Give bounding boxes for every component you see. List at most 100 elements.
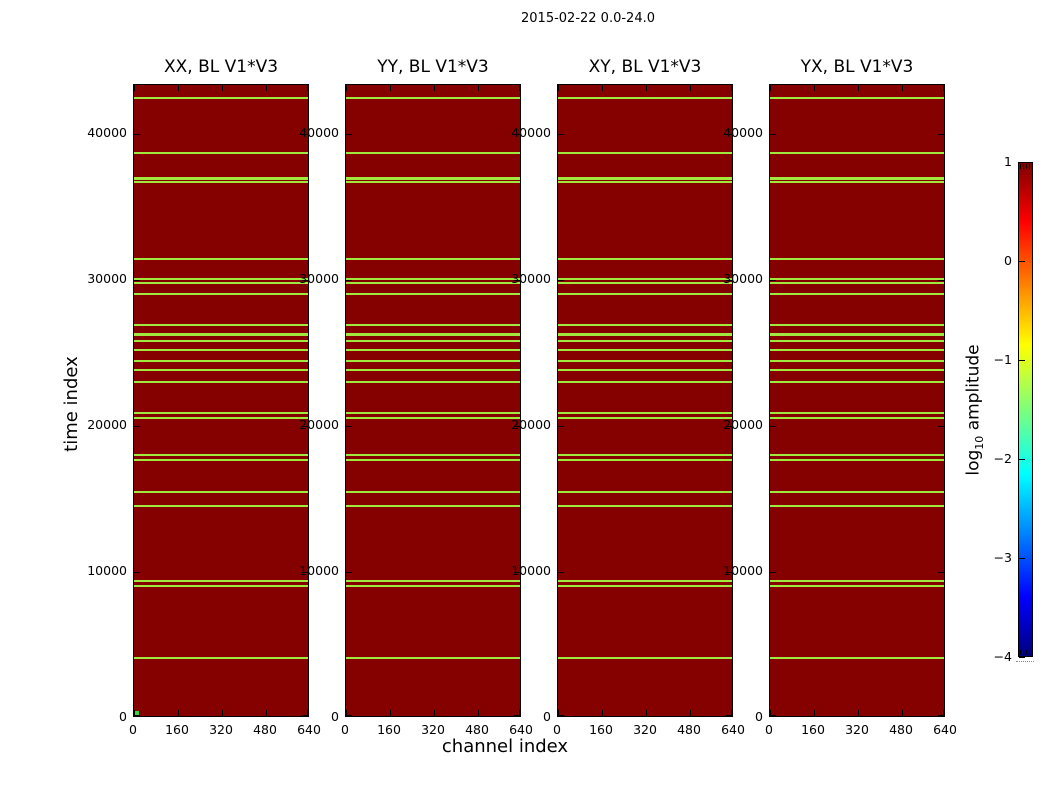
rfi-stripe	[346, 333, 520, 336]
x-tick-mark	[690, 710, 691, 716]
rfi-stripe	[558, 360, 732, 362]
x-tick-mark	[646, 85, 647, 91]
x-tick-label: 640	[933, 722, 957, 737]
colorbar-tick-mark	[1019, 162, 1025, 163]
rfi-stripe	[134, 340, 308, 342]
x-tick-mark	[346, 710, 347, 716]
y-tick-mark	[558, 572, 564, 573]
rfi-stripe	[346, 412, 520, 414]
rfi-stripe	[558, 324, 732, 326]
x-tick-mark	[690, 85, 691, 91]
y-tick-mark	[938, 715, 944, 716]
rfi-stripe	[770, 580, 944, 582]
y-tick-mark	[726, 280, 732, 281]
colorbar-tick-mark	[1019, 261, 1025, 262]
y-tick-mark	[938, 134, 944, 135]
colorbar-tick-label: −1	[993, 352, 1012, 367]
rfi-stripe	[134, 459, 308, 461]
y-tick-label: 10000	[87, 563, 127, 578]
x-axis-label: channel index	[441, 736, 569, 757]
y-tick-label: 30000	[723, 271, 763, 286]
y-tick-mark	[346, 715, 352, 716]
y-tick-label: 10000	[723, 563, 763, 578]
rfi-stripe	[558, 381, 732, 383]
y-tick-label: 20000	[299, 417, 339, 432]
x-tick-mark	[646, 710, 647, 716]
rfi-stripe	[770, 333, 944, 336]
rfi-stripe	[558, 97, 732, 99]
y-tick-mark	[514, 280, 520, 281]
rfi-stripe	[346, 580, 520, 582]
rfi-stripe	[770, 282, 944, 284]
colorbar-axis-label-subscript: 10	[972, 435, 986, 450]
y-tick-mark	[938, 426, 944, 427]
rfi-stripe	[134, 360, 308, 362]
x-tick-label: 160	[589, 722, 613, 737]
rfi-stripe	[770, 177, 944, 180]
colorbar-tick-mark	[1019, 558, 1025, 559]
rfi-stripe	[558, 585, 732, 587]
rfi-stripe	[770, 181, 944, 183]
rfi-stripe	[346, 657, 520, 659]
x-tick-mark	[266, 710, 267, 716]
rfi-stripe	[346, 491, 520, 493]
rfi-stripe	[770, 505, 944, 507]
y-tick-mark	[558, 134, 564, 135]
x-tick-mark	[943, 85, 944, 91]
rfi-stripe	[558, 505, 732, 507]
corner-marker	[135, 711, 139, 715]
rfi-stripe	[770, 459, 944, 461]
x-tick-mark	[602, 710, 603, 716]
x-tick-mark	[178, 710, 179, 716]
rfi-stripe	[346, 97, 520, 99]
y-tick-mark	[302, 426, 308, 427]
y-tick-mark	[302, 280, 308, 281]
y-tick-mark	[514, 134, 520, 135]
x-tick-label: 320	[421, 722, 445, 737]
y-tick-mark	[726, 715, 732, 716]
heatmap-panel-yx	[769, 84, 945, 717]
y-tick-label: 10000	[511, 563, 551, 578]
y-tick-mark	[346, 134, 352, 135]
colorbar	[1018, 162, 1033, 657]
x-tick-mark	[519, 85, 520, 91]
x-tick-mark	[222, 710, 223, 716]
panel-title-xx: XX, BL V1*V3	[163, 57, 279, 77]
rfi-stripe	[134, 412, 308, 414]
x-tick-mark	[307, 85, 308, 91]
rfi-stripe	[134, 369, 308, 371]
y-tick-label: 30000	[299, 271, 339, 286]
y-tick-label: 0	[119, 709, 127, 724]
rfi-stripe	[558, 491, 732, 493]
rfi-stripe	[134, 657, 308, 659]
y-tick-mark	[514, 572, 520, 573]
rfi-stripe	[134, 349, 308, 351]
heatmap-panel-yy	[345, 84, 521, 717]
rfi-stripe	[770, 324, 944, 326]
rfi-stripe	[134, 381, 308, 383]
colorbar-tick-label: −2	[993, 451, 1012, 466]
rfi-stripe	[134, 491, 308, 493]
rfi-stripe	[770, 381, 944, 383]
x-tick-label: 320	[209, 722, 233, 737]
rfi-stripe	[558, 333, 732, 336]
x-tick-label: 320	[845, 722, 869, 737]
x-tick-label: 640	[721, 722, 745, 737]
x-tick-mark	[134, 710, 135, 716]
y-tick-mark	[346, 572, 352, 573]
figure-title: 2015-02-22 0.0-24.0	[521, 11, 655, 26]
rfi-stripe	[346, 505, 520, 507]
x-tick-label: 480	[465, 722, 489, 737]
x-tick-mark	[858, 710, 859, 716]
x-tick-label: 480	[889, 722, 913, 737]
x-tick-label: 640	[509, 722, 533, 737]
rfi-stripe	[770, 278, 944, 280]
rfi-stripe	[770, 152, 944, 154]
rfi-stripe	[558, 369, 732, 371]
rfi-stripe	[346, 369, 520, 371]
x-tick-label: 0	[553, 722, 561, 737]
rfi-stripe	[558, 454, 732, 456]
y-tick-mark	[134, 280, 140, 281]
rfi-stripe	[770, 340, 944, 342]
x-tick-mark	[731, 710, 732, 716]
